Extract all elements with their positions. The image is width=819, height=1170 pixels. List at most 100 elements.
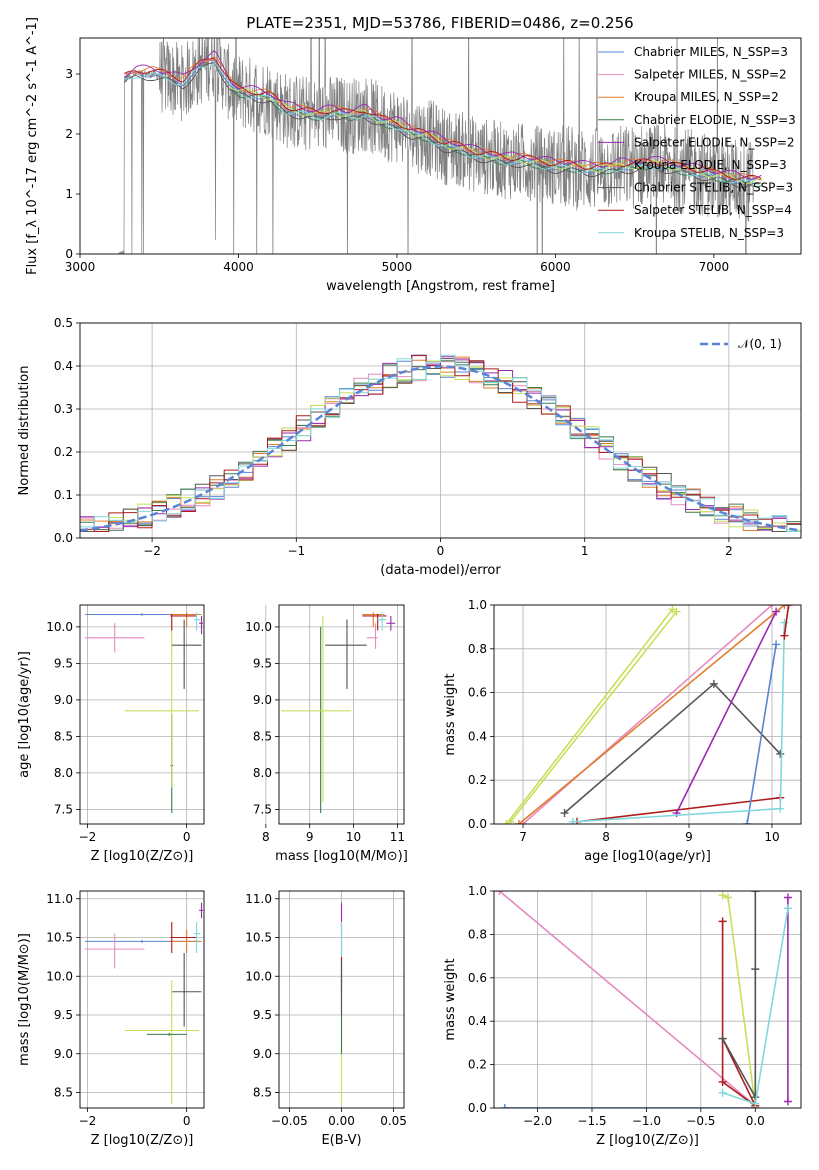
legend-entry: 𝒩(0, 1) bbox=[738, 337, 782, 351]
y-tick-label: 9.0 bbox=[253, 1047, 272, 1061]
marker-salpeter_stelib bbox=[718, 917, 727, 926]
axes-frame bbox=[278, 890, 405, 1109]
y-tick-label: 0.6 bbox=[468, 971, 487, 985]
series-salpeter_stelib bbox=[783, 605, 790, 636]
point-chabrier_elodie bbox=[319, 626, 322, 814]
x-tick-label: 7000 bbox=[699, 260, 730, 274]
legend-entry: Chabrier ELODIE, N_SSP=3 bbox=[634, 113, 796, 127]
y-tick-label: 11.0 bbox=[245, 892, 272, 906]
marker-salpeter_elodie bbox=[772, 607, 781, 616]
point-salpeter_stelib bbox=[170, 613, 197, 631]
legend-entry: Salpeter MILES, N_SSP=2 bbox=[634, 68, 787, 82]
y-tick-label: 0.2 bbox=[468, 1058, 487, 1072]
marker-kroupa_elodie bbox=[718, 891, 727, 900]
point-chabrier_stelib bbox=[325, 619, 367, 689]
x-tick-label: 10 bbox=[764, 830, 779, 844]
point-kroupa_stelib bbox=[377, 612, 387, 631]
series-salpeter_stelib bbox=[721, 921, 757, 1107]
y-tick-label: 7.5 bbox=[54, 802, 73, 816]
y-tick-label: 0.8 bbox=[468, 927, 487, 941]
x-tick-label: 10 bbox=[346, 830, 361, 844]
axes: 8 9 10 11 7.5 8.0 8.5 9.0 9.5 10.0 mass [log10(M/M… bbox=[245, 604, 408, 864]
y-tick-label: 8.5 bbox=[54, 729, 73, 743]
x-axis-label: Z [log10(Z/Z⊙)] bbox=[91, 1133, 194, 1148]
y-tick-label: 1.0 bbox=[468, 598, 487, 612]
plot-area bbox=[495, 891, 792, 1108]
x-tick-label: 8 bbox=[262, 830, 270, 844]
x-tick-label: −1 bbox=[287, 544, 305, 558]
x-axis-label: Z [log10(Z/Z⊙)] bbox=[91, 849, 194, 864]
series-salpeter_miles bbox=[522, 605, 773, 824]
x-axis-label: E(B-V) bbox=[321, 1133, 361, 1148]
x-tick-label: 6000 bbox=[540, 260, 571, 274]
point-chabrier_stelib bbox=[171, 619, 202, 689]
legend-entry: Salpeter ELODIE, N_SSP=2 bbox=[634, 135, 795, 149]
marker-kroupa_stelib bbox=[780, 618, 789, 627]
x-tick-label: 11 bbox=[390, 830, 405, 844]
marker-salpeter_stelib bbox=[784, 605, 793, 609]
y-tick-label: 8.5 bbox=[54, 1086, 73, 1100]
axes: −2 0 8.5 9.0 9.5 10.0 10.5 11.0 Z [log10(Z/Z⊙)] m… bbox=[17, 890, 205, 1148]
y-tick-label: 10.5 bbox=[245, 931, 272, 945]
plot-area bbox=[117, 38, 762, 254]
marker-salpeter_stelib bbox=[780, 631, 789, 640]
axes: −2 0 7.5 8.0 8.5 9.0 9.5 10.0 Z [log10(Z/Z⊙)] age… bbox=[17, 604, 205, 864]
marker-chabrier_miles bbox=[743, 820, 752, 824]
legend-entry: Salpeter STELIB, N_SSP=4 bbox=[634, 203, 792, 217]
legend-entry: Kroupa ELODIE, N_SSP=3 bbox=[634, 158, 787, 172]
y-tick-label: 9.5 bbox=[54, 656, 73, 670]
x-tick-label: 0.00 bbox=[328, 1114, 355, 1128]
model-salpeter_stelib bbox=[124, 57, 762, 180]
axes-frame bbox=[493, 890, 802, 1109]
point-salpeter_elodie bbox=[199, 902, 204, 919]
x-tick-label: 9 bbox=[685, 830, 693, 844]
legend-entry: Kroupa STELIB, N_SSP=3 bbox=[634, 226, 784, 240]
marker-chabrier_stelib bbox=[751, 965, 760, 974]
y-axis-label: mass weight bbox=[443, 958, 458, 1040]
marker-salpeter_elodie bbox=[783, 893, 792, 902]
model-kroupa_stelib bbox=[124, 63, 762, 187]
x-axis-label: Z [log10(Z/Z⊙)] bbox=[596, 1133, 699, 1148]
mass-weight-vs-z-panel: −2.0 −1.5 −1.0 −0.5 0.0 0.0 0.2 0.4 0.6 0.8 1.0 Z [… bbox=[443, 884, 802, 1148]
y-tick-label: 8.0 bbox=[54, 766, 73, 780]
series-kroupa_elodie bbox=[509, 611, 678, 823]
y-axis-label: Normed distribution bbox=[17, 366, 32, 496]
y-tick-label: 8.5 bbox=[253, 729, 272, 743]
marker-kroupa_elodie bbox=[672, 607, 681, 616]
marker-chabrier_stelib bbox=[776, 749, 785, 758]
plot-area bbox=[80, 354, 801, 532]
marker-kroupa_stelib bbox=[783, 904, 792, 913]
marker-chabrier_stelib bbox=[709, 679, 718, 688]
y-tick-label: 2 bbox=[65, 127, 73, 141]
plot-area bbox=[502, 605, 793, 824]
marker-salpeter_elodie bbox=[783, 1097, 792, 1106]
y-tick-label: 0.5 bbox=[54, 316, 73, 330]
mass-weight-vs-age-panel: 7 8 9 10 0.0 0.2 0.4 0.6 0.8 1.0 age [log10(age/yr… bbox=[443, 598, 802, 864]
marker-kroupa_elodie bbox=[724, 893, 733, 902]
x-tick-label: 9 bbox=[306, 830, 314, 844]
y-tick-label: 0.4 bbox=[54, 359, 73, 373]
point-kroupa_stelib bbox=[194, 922, 201, 953]
marker-kroupa_stelib bbox=[718, 1088, 727, 1097]
marker-kroupa_miles bbox=[780, 605, 789, 609]
marker-chabrier_miles bbox=[772, 640, 781, 649]
x-axis-label: age [log10(age/yr)] bbox=[584, 849, 711, 864]
axes-frame bbox=[79, 37, 802, 255]
gaussian-curve bbox=[80, 365, 801, 532]
series-chabrier_miles bbox=[746, 644, 777, 824]
point-kroupa_elodie bbox=[281, 615, 352, 803]
figure-title: PLATE=2351, MJD=53786, FIBERID=0486, z=0… bbox=[246, 14, 633, 32]
series-salpeter_elodie bbox=[675, 611, 777, 814]
y-tick-label: 9.0 bbox=[54, 1047, 73, 1061]
x-tick-label: 0 bbox=[183, 830, 191, 844]
point-kroupa_elodie bbox=[124, 619, 200, 788]
y-tick-label: 8.0 bbox=[253, 766, 272, 780]
y-tick-label: 9.0 bbox=[253, 693, 272, 707]
axes-frame bbox=[79, 322, 802, 539]
legend-entry: Chabrier MILES, N_SSP=3 bbox=[634, 45, 788, 59]
x-tick-label: 2 bbox=[725, 544, 733, 558]
x-tick-label: 3000 bbox=[65, 260, 96, 274]
axes: −2 −1 0 1 2 0.0 0.1 0.2 0.3 0.4 0.5 (data-model)/er… bbox=[17, 316, 802, 578]
marker-kroupa_elodie bbox=[506, 817, 515, 824]
